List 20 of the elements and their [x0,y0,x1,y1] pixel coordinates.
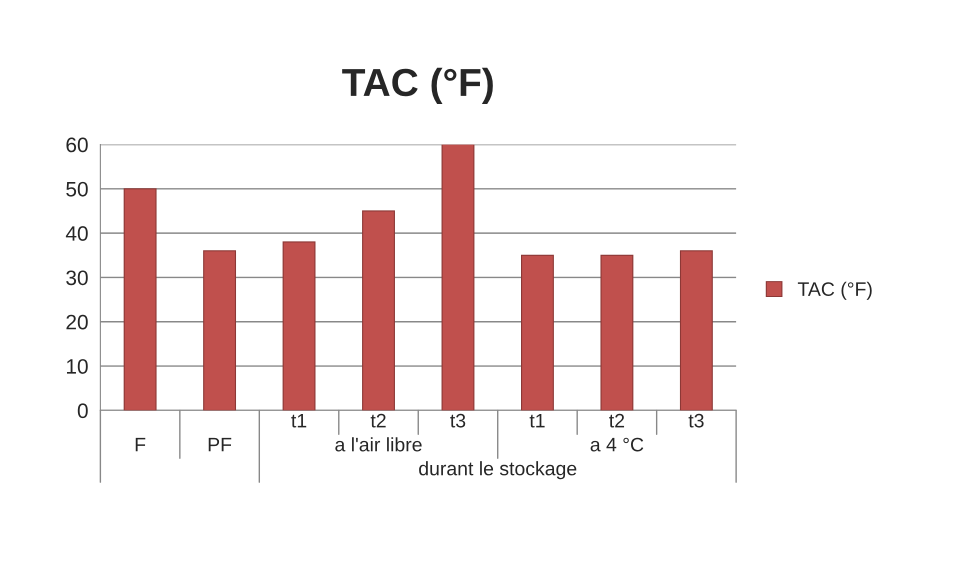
legend-label: TAC (°F) [798,282,872,300]
x-tick-label: PF [208,438,232,452]
x-tick-label: t1 [291,414,306,428]
text: a l'air libre [335,437,422,452]
x-tick-label: F [136,438,146,452]
x-tick-label: t3 [688,414,704,428]
y-tick-label: 10 [66,359,88,374]
y-tick-label: 40 [66,226,88,241]
text: a 4 °C [590,438,644,452]
y-tick-label: 50 [66,182,88,197]
chart-title: TAC (°F) [342,68,493,104]
x-tick-label: t3 [450,414,466,428]
y-tick-label: 30 [66,270,88,286]
y-tick-label: 20 [66,314,88,330]
text: durant le stockage [419,461,576,480]
y-tick-label: 60 [66,138,88,152]
y-tick-label: 0 [78,403,88,418]
x-tick-label: t2 [370,414,386,428]
x-tick-label: t1 [530,414,545,428]
x-tick-label: t2 [609,414,624,428]
